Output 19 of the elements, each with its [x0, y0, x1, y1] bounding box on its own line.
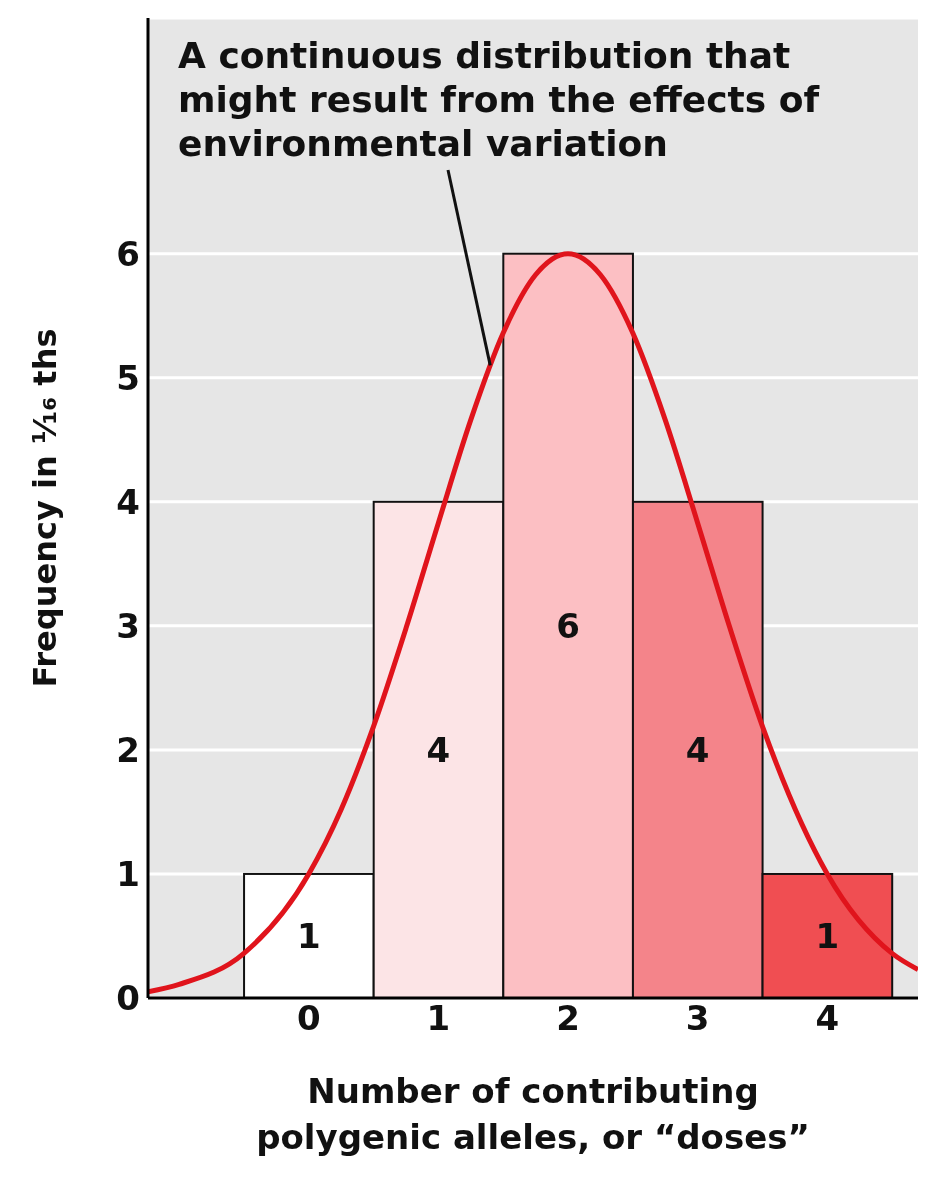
y-tick-label: 4 — [116, 481, 140, 522]
y-tick-label: 1 — [116, 854, 140, 895]
y-tick-label: 3 — [116, 605, 140, 646]
x-tick-label: 2 — [556, 998, 580, 1039]
y-tick-label: 5 — [116, 357, 140, 398]
annotation: A continuous distribution that might result from the effects of environmental variation — [178, 35, 820, 164]
y-tick-label: 2 — [116, 729, 140, 770]
x-tick-label: 0 — [296, 998, 321, 1039]
data-label: 6 — [556, 605, 580, 646]
data-label: 4 — [685, 729, 710, 770]
data-label: 1 — [815, 915, 840, 956]
x-tick-label: 3 — [685, 998, 710, 1039]
x-axis-title: Number of contributing polygenic alleles, or “doses” — [255, 1070, 811, 1159]
data-label: 4 — [426, 729, 451, 770]
x-tick-label: 4 — [815, 998, 840, 1039]
y-tick-label: 6 — [116, 233, 140, 274]
data-label: 1 — [296, 915, 321, 956]
x-tick-label: 1 — [426, 998, 451, 1039]
y-axis-title: Frequency in ¹⁄₁₆ ths — [26, 328, 64, 688]
